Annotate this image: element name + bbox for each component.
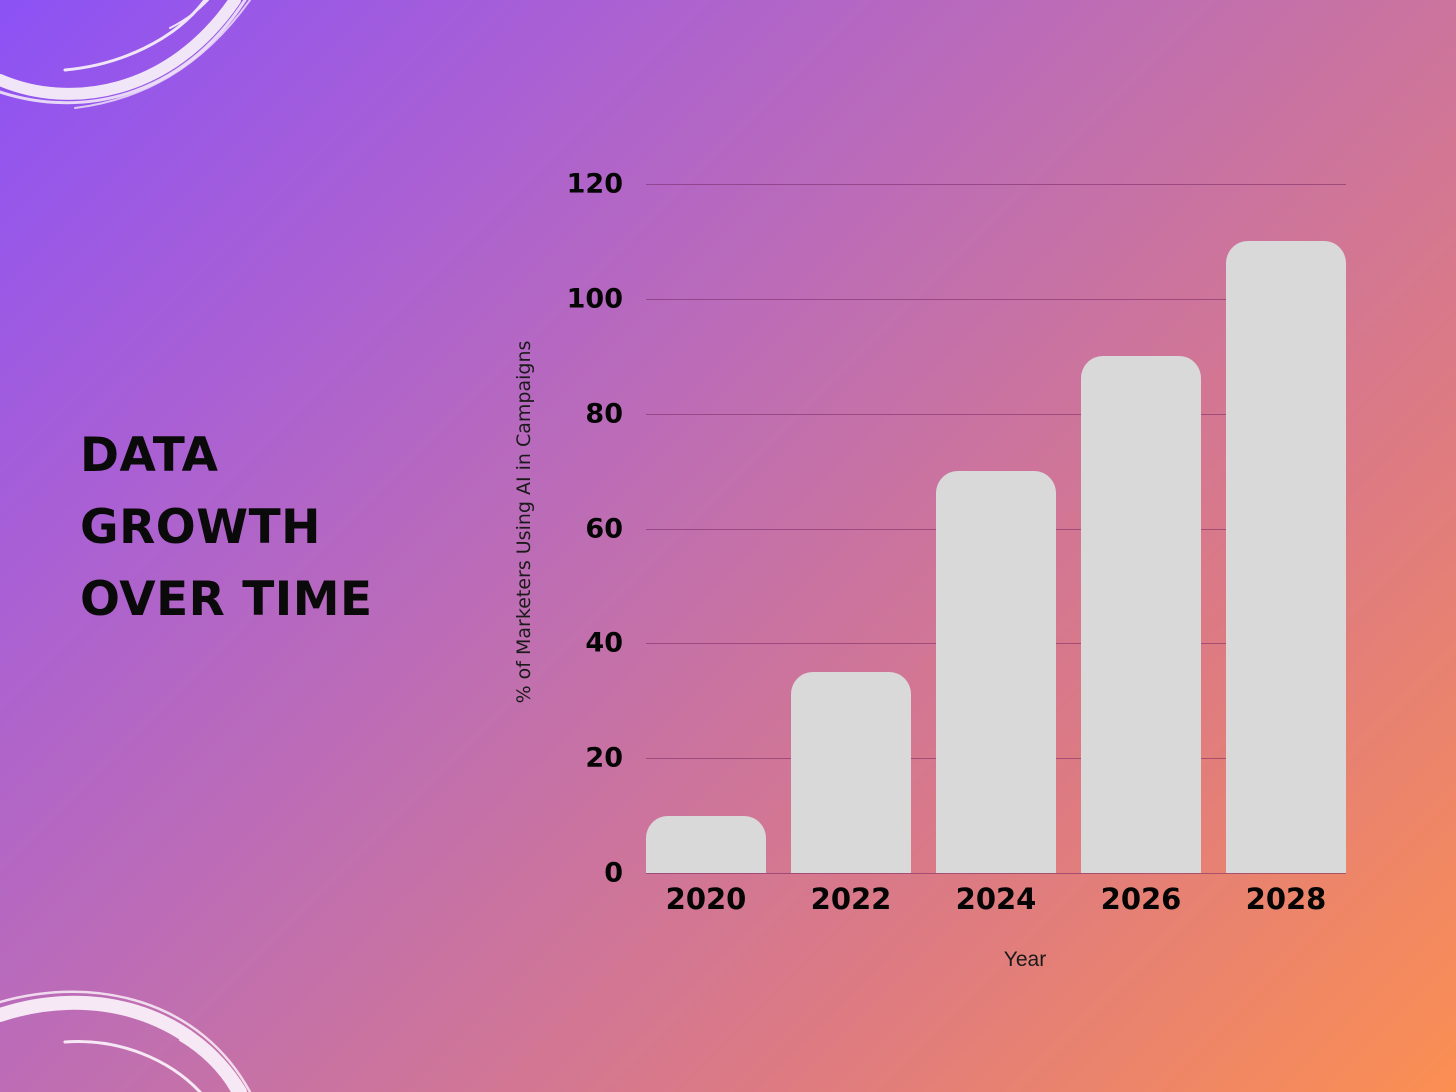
y-tick-label: 40: [585, 627, 623, 659]
title-line-3: OVER TIME: [80, 572, 373, 627]
bar-2028: [1226, 241, 1346, 873]
title-line-1: DATA: [80, 428, 219, 483]
gridline: [646, 299, 1346, 300]
x-tick-label: 2022: [810, 882, 892, 916]
y-tick-label: 60: [585, 513, 623, 545]
x-tick-label: 2028: [1245, 882, 1327, 916]
bar-2024: [936, 471, 1056, 873]
gridline: [646, 414, 1346, 415]
y-tick-label: 20: [585, 742, 623, 774]
y-tick-label: 120: [566, 168, 623, 200]
page-title: DATA GROWTH OVER TIME: [80, 420, 373, 636]
bar-2026: [1081, 356, 1201, 873]
gridline: [646, 873, 1346, 874]
bar-2022: [791, 672, 911, 873]
x-axis-label: Year: [1003, 948, 1047, 971]
x-tick-label: 2024: [955, 882, 1037, 916]
y-tick-label: 80: [585, 398, 623, 430]
x-tick-label: 2026: [1100, 882, 1182, 916]
y-tick-label: 0: [604, 857, 623, 889]
x-tick-label: 2020: [665, 882, 747, 916]
title-line-2: GROWTH: [80, 500, 321, 555]
y-tick-label: 100: [566, 283, 623, 315]
gridline: [646, 184, 1346, 185]
bar-2020: [646, 816, 766, 873]
